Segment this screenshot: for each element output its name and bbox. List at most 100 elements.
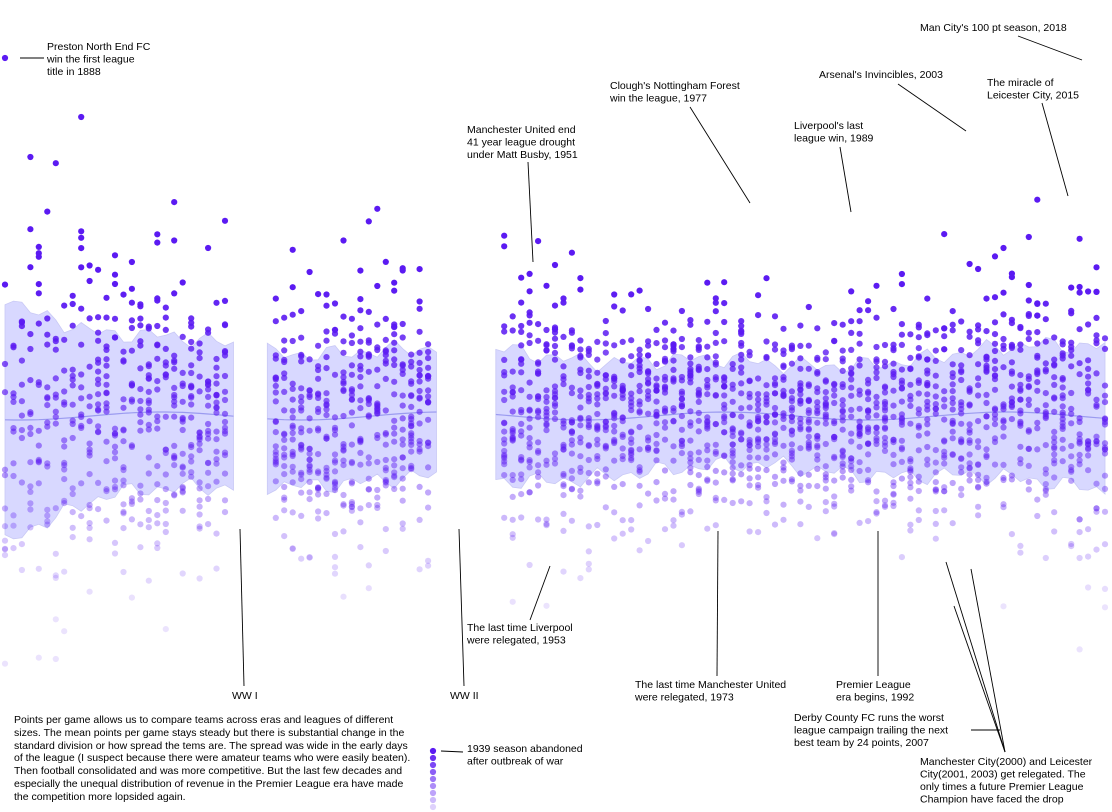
data-point xyxy=(281,357,287,363)
data-point xyxy=(518,329,524,335)
data-point xyxy=(357,374,363,380)
data-point xyxy=(70,534,76,540)
data-point xyxy=(417,388,423,394)
data-point xyxy=(789,418,795,424)
data-point xyxy=(763,382,769,388)
abandoned-season-point xyxy=(430,804,436,810)
data-point xyxy=(840,454,846,460)
data-point xyxy=(120,478,126,484)
data-point xyxy=(180,279,186,285)
data-point xyxy=(332,468,338,474)
data-point xyxy=(1026,479,1032,485)
data-point xyxy=(1017,408,1023,414)
data-point xyxy=(298,513,304,519)
data-point xyxy=(1009,271,1015,277)
data-point xyxy=(586,561,592,567)
data-point xyxy=(417,517,423,523)
data-point xyxy=(628,291,634,297)
data-point xyxy=(1034,369,1040,375)
data-point xyxy=(281,484,287,490)
data-point xyxy=(975,477,981,483)
data-point xyxy=(577,387,583,393)
data-point xyxy=(323,354,329,360)
data-point xyxy=(357,325,363,331)
data-point xyxy=(586,418,592,424)
data-point xyxy=(281,375,287,381)
data-point xyxy=(865,298,871,304)
data-point xyxy=(36,458,42,464)
data-point xyxy=(1034,420,1040,426)
annotation-line: were relegated, 1953 xyxy=(466,635,566,647)
data-point xyxy=(882,418,888,424)
data-point xyxy=(1043,409,1049,415)
data-point xyxy=(78,114,84,120)
data-point xyxy=(755,292,761,298)
data-point xyxy=(146,407,152,413)
data-point xyxy=(1034,388,1040,394)
data-point xyxy=(552,303,558,309)
data-point xyxy=(1077,284,1083,290)
data-point xyxy=(53,347,59,353)
data-point xyxy=(2,472,8,478)
data-point xyxy=(527,380,533,386)
data-point xyxy=(290,408,296,414)
data-point xyxy=(890,403,896,409)
data-point xyxy=(857,341,863,347)
data-point xyxy=(112,449,118,455)
data-point xyxy=(36,281,42,287)
data-point xyxy=(586,346,592,352)
data-point xyxy=(696,418,702,424)
data-point xyxy=(27,425,33,431)
data-point xyxy=(44,332,50,338)
data-point xyxy=(713,421,719,427)
data-point xyxy=(1068,353,1074,359)
data-point xyxy=(535,321,541,327)
data-point xyxy=(941,438,947,444)
data-point xyxy=(670,523,676,529)
data-point xyxy=(611,484,617,490)
data-point xyxy=(687,408,693,414)
data-point xyxy=(840,348,846,354)
data-point xyxy=(890,491,896,497)
data-point xyxy=(933,358,939,364)
data-point xyxy=(687,423,693,429)
annotation-line: WW I xyxy=(232,690,258,702)
data-point xyxy=(992,319,998,325)
data-point xyxy=(890,461,896,467)
data-point xyxy=(1034,197,1040,203)
data-point xyxy=(535,359,541,365)
data-point xyxy=(78,245,84,251)
data-point xyxy=(425,440,431,446)
data-point xyxy=(823,389,829,395)
data-point xyxy=(188,395,194,401)
data-point xyxy=(865,518,871,524)
data-point xyxy=(1026,330,1032,336)
data-point xyxy=(213,356,219,362)
data-point xyxy=(374,487,380,493)
data-point xyxy=(713,495,719,501)
data-point xyxy=(924,382,930,388)
data-point xyxy=(848,393,854,399)
data-point xyxy=(417,350,423,356)
annotation-line: Manchester United end xyxy=(467,124,576,136)
data-point xyxy=(281,454,287,460)
data-point xyxy=(637,288,643,294)
data-point xyxy=(653,361,659,367)
data-point xyxy=(687,455,693,461)
data-point xyxy=(848,288,854,294)
data-point xyxy=(1034,497,1040,503)
data-point xyxy=(569,385,575,391)
data-point xyxy=(696,457,702,463)
data-point xyxy=(975,392,981,398)
data-point xyxy=(103,400,109,406)
data-point xyxy=(611,411,617,417)
data-point xyxy=(213,479,219,485)
data-point xyxy=(831,503,837,509)
data-point xyxy=(1009,384,1015,390)
data-point xyxy=(628,440,634,446)
data-point xyxy=(611,376,617,382)
data-point xyxy=(1068,340,1074,346)
data-point xyxy=(637,483,643,489)
data-point xyxy=(713,374,719,380)
data-point xyxy=(1043,402,1049,408)
